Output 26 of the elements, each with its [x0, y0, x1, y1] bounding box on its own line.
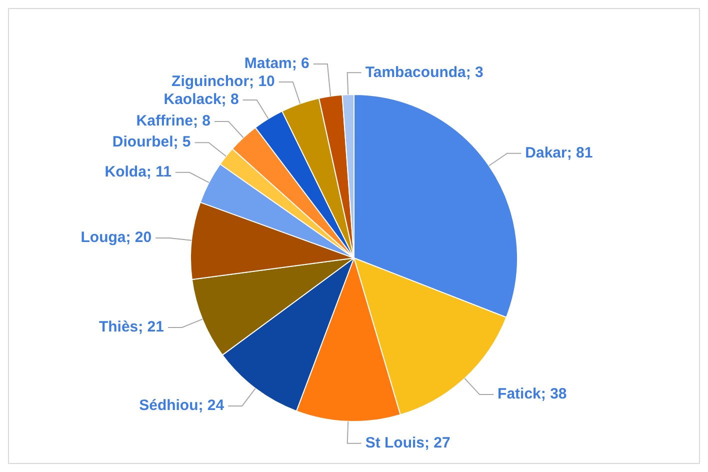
data-label: ; 5	[173, 134, 191, 151]
data-label: ; 8	[221, 91, 239, 108]
data-label: ; 38	[540, 386, 567, 403]
data-label: ; 3	[466, 64, 484, 81]
data-label: ; 27	[424, 434, 450, 452]
data-label: ; 11	[146, 164, 172, 181]
slice-label: Matam	[244, 55, 292, 72]
data-label: ; 8	[192, 112, 210, 130]
slice-label: Dakar	[525, 144, 568, 162]
slice-label: Ziguinchor	[172, 73, 250, 90]
slice-label: Sédhiou	[139, 397, 198, 414]
slice-label: Diourbel	[112, 134, 174, 151]
slice-label: Louga	[80, 229, 126, 246]
data-label: ; 21	[138, 318, 164, 336]
slice-label: Kaffrine	[136, 112, 193, 130]
slice-label: Kaolack	[164, 91, 222, 108]
data-label: ; 20	[126, 229, 152, 246]
slice-label: St Louis	[365, 434, 424, 452]
slice-label: Thiès	[98, 318, 138, 336]
data-label: ; 81	[566, 144, 593, 162]
slice-label: Kolda	[104, 164, 148, 181]
slice-label: Tambacounda	[365, 64, 467, 81]
slice-label: Fatick	[498, 386, 542, 403]
data-label: ; 6	[292, 55, 310, 72]
data-label: ; 24	[198, 397, 225, 414]
data-label: ; 10	[249, 73, 275, 90]
